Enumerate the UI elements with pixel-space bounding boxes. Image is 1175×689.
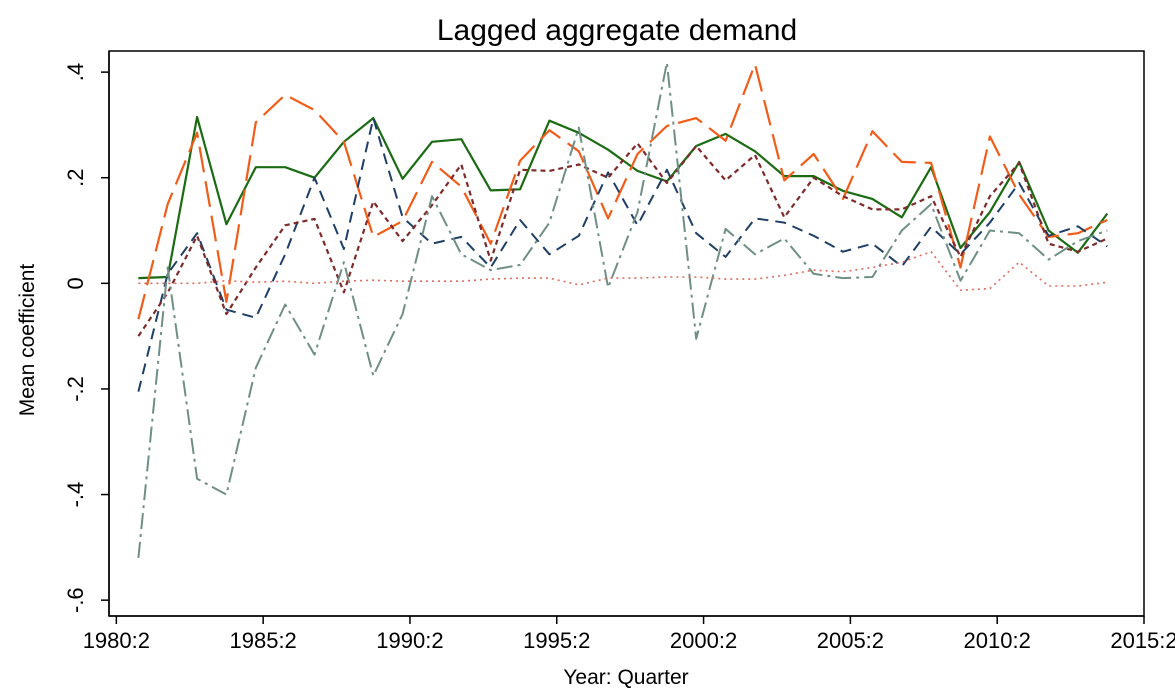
series-layer xyxy=(137,61,1109,559)
series-line-3 xyxy=(137,117,1108,392)
x-tick-label: 2005:2 xyxy=(817,628,884,653)
y-tick-label: -.6 xyxy=(63,587,88,613)
x-tick-label: 1995:2 xyxy=(523,628,590,653)
y-axis-title: Mean coefficient xyxy=(16,264,39,417)
y-tick-label: -.2 xyxy=(63,376,88,402)
x-tick-label: 2010:2 xyxy=(964,628,1031,653)
x-axis-title: Year: Quarter xyxy=(563,666,688,689)
x-tick-label: 1985:2 xyxy=(230,628,297,653)
series-line-2 xyxy=(137,63,1108,320)
x-tick-label: 1990:2 xyxy=(376,628,443,653)
y-tick-label: .4 xyxy=(63,63,88,81)
series-line-6 xyxy=(138,250,1108,292)
series-line-5 xyxy=(137,61,1108,559)
series-line-4 xyxy=(137,142,1108,337)
y-tick-label: 0 xyxy=(63,277,88,289)
x-tick-label: 1980:2 xyxy=(83,628,150,653)
y-tick-label: .2 xyxy=(63,169,88,187)
y-tick-label: -.4 xyxy=(63,482,88,508)
x-axis: 1980:2 1985:2 1990:2 1995:2 2000:2 2005:2 2010… xyxy=(83,615,1175,653)
x-tick-label: 2000:2 xyxy=(670,628,737,653)
x-tick-label: 2015:2 xyxy=(1110,628,1175,653)
y-axis: -.6 -.4 -.2 0 .2 .4 xyxy=(63,51,110,616)
chart-title: Lagged aggregate demand xyxy=(437,14,797,47)
